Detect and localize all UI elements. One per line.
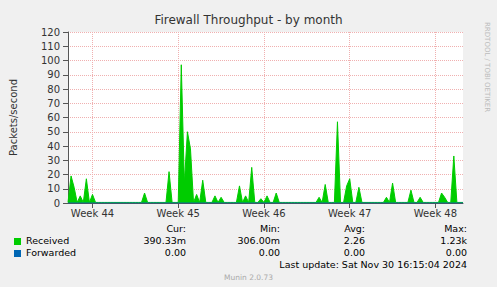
html-text:306.00m: 306.00m xyxy=(237,235,280,246)
html-text:390.33m: 390.33m xyxy=(143,235,186,246)
svg-text:60: 60 xyxy=(47,112,60,123)
html-text:Min:: Min: xyxy=(259,223,280,234)
svg-text:Packets/second: Packets/second xyxy=(8,79,19,156)
svg-text:0: 0 xyxy=(54,198,60,209)
svg-text:40: 40 xyxy=(47,141,60,152)
svg-text:80: 80 xyxy=(47,84,60,95)
svg-text:Week 47: Week 47 xyxy=(328,208,371,219)
html-text:0.00: 0.00 xyxy=(343,247,365,258)
html-text:0.00: 0.00 xyxy=(258,247,280,258)
html-text:Avg:: Avg: xyxy=(344,223,365,234)
svg-text:Firewall Throughput - by month: Firewall Throughput - by month xyxy=(154,13,342,27)
html-text:Munin 2.0.73: Munin 2.0.73 xyxy=(224,273,273,282)
svg-text:70: 70 xyxy=(47,98,60,109)
html-text:Forwarded: Forwarded xyxy=(26,247,77,258)
svg-text:Week 48: Week 48 xyxy=(414,208,457,219)
svg-text:Week 44: Week 44 xyxy=(71,208,114,219)
svg-text:110: 110 xyxy=(41,41,60,52)
svg-text:90: 90 xyxy=(47,69,60,80)
svg-text:Week 45: Week 45 xyxy=(157,208,200,219)
html-text:0.00: 0.00 xyxy=(164,247,186,258)
html-text:Received: Received xyxy=(26,235,70,246)
svg-text:10: 10 xyxy=(47,183,60,194)
svg-text:30: 30 xyxy=(47,155,60,166)
svg-text:20: 20 xyxy=(47,169,60,180)
svg-text:Week 46: Week 46 xyxy=(242,208,285,219)
svg-text:50: 50 xyxy=(47,126,60,137)
html-text:0.00: 0.00 xyxy=(445,247,467,258)
html-text:RRDTOOL / TOBI OETIKER: RRDTOOL / TOBI OETIKER xyxy=(483,22,491,113)
html-text:Cur:: Cur: xyxy=(166,223,186,234)
html-text:Last update: Sat Nov 30 16:15:: Last update: Sat Nov 30 16:15:04 2024 xyxy=(279,259,467,270)
html-text:Max:: Max: xyxy=(444,223,467,234)
html-text:1.23k: 1.23k xyxy=(440,235,467,246)
html-text:2.26: 2.26 xyxy=(343,235,365,246)
svg-text:100: 100 xyxy=(41,55,60,66)
svg-text:120: 120 xyxy=(41,27,60,38)
